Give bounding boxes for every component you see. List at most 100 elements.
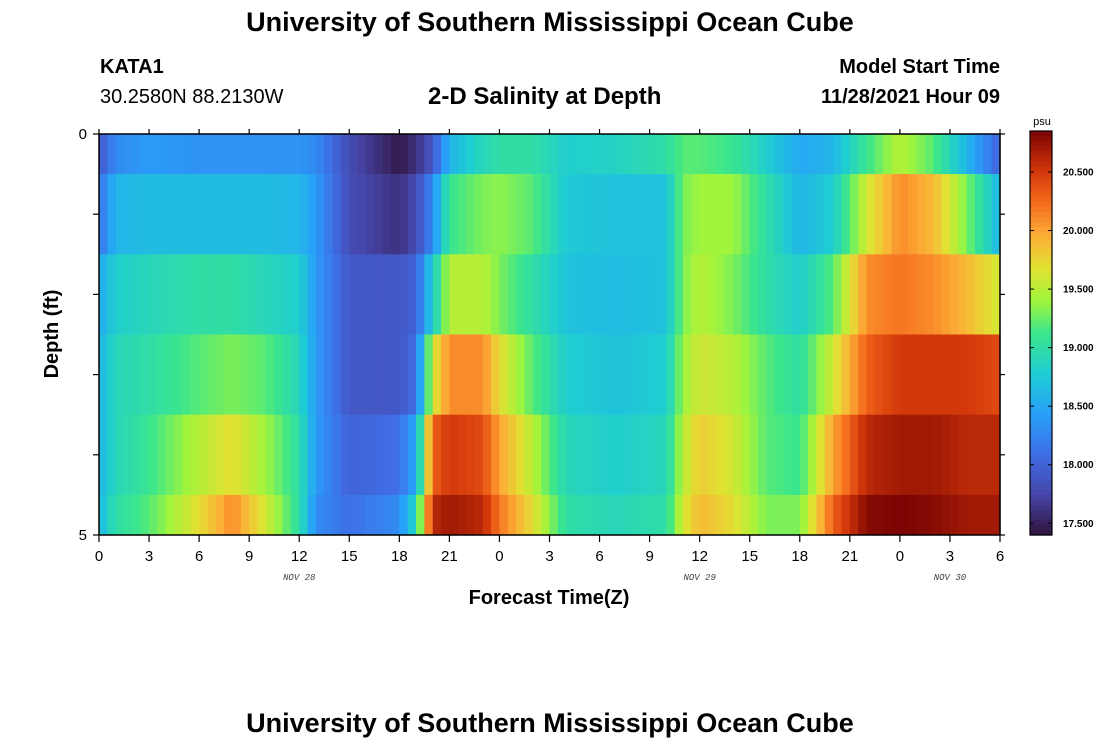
heatmap-cell — [733, 254, 742, 335]
heatmap-cell — [349, 494, 359, 536]
heatmap-cell — [499, 334, 509, 415]
heatmap-cell — [716, 494, 726, 536]
heatmap-cell — [99, 334, 108, 415]
heatmap-cell — [441, 174, 450, 255]
heatmap-cell — [908, 414, 918, 496]
heatmap-cell — [332, 334, 342, 415]
heatmap-cell — [708, 134, 717, 175]
heatmap-cell — [199, 254, 209, 335]
heatmap-cell — [99, 134, 108, 175]
heatmap-cell — [274, 254, 284, 335]
heatmap-cell — [224, 414, 234, 496]
heatmap-cell — [799, 414, 809, 496]
heatmap-cell — [140, 494, 150, 536]
heatmap-cell — [282, 414, 292, 496]
heatmap-cell — [582, 334, 592, 415]
heatmap-cell — [224, 494, 234, 536]
heatmap-cell — [257, 134, 267, 175]
heatmap-cell — [474, 254, 484, 335]
heatmap-cell — [207, 174, 217, 255]
heatmap-cell — [324, 174, 334, 255]
heatmap-cell — [374, 174, 384, 255]
heatmap-cell — [382, 334, 392, 415]
heatmap-cell — [424, 494, 434, 536]
heatmap-cell — [849, 414, 859, 496]
heatmap-cell — [399, 334, 409, 415]
heatmap-cell — [491, 414, 501, 496]
heatmap-cell — [432, 254, 442, 335]
heatmap-cell — [282, 254, 292, 335]
heatmap-cell — [457, 174, 467, 255]
heatmap-cell — [874, 494, 884, 536]
heatmap-cell — [632, 174, 642, 255]
heatmap-cell — [766, 334, 776, 415]
heatmap-cell — [824, 174, 834, 255]
heatmap-cell — [390, 494, 400, 536]
colorbar-swatch — [1030, 393, 1052, 400]
heatmap-cell — [165, 174, 175, 255]
heatmap-cell — [357, 254, 367, 335]
heatmap-cell — [641, 134, 651, 175]
heatmap-cell — [349, 414, 359, 496]
colorbar-swatch — [1030, 343, 1052, 349]
heatmap-cell — [624, 134, 634, 175]
heatmap-cell — [115, 414, 125, 496]
heatmap-cell — [474, 414, 484, 496]
heatmap-cell — [299, 494, 309, 536]
heatmap-cell — [190, 134, 200, 175]
heatmap-cell — [724, 334, 734, 415]
heatmap-cell — [574, 174, 584, 255]
heatmap-cell — [340, 134, 350, 175]
heatmap-cell — [649, 494, 659, 536]
heatmap-cell — [290, 174, 300, 255]
heatmap-cell — [299, 134, 309, 175]
heatmap-cell — [332, 494, 342, 536]
colorbar-swatch — [1030, 353, 1052, 359]
heatmap-cell — [174, 174, 184, 255]
heatmap-cell — [974, 134, 984, 175]
heatmap-cell — [215, 254, 225, 335]
heatmap-cell — [808, 494, 818, 536]
heatmap-cell — [140, 134, 150, 175]
heatmap-cell — [607, 134, 617, 175]
heatmap-cell — [841, 334, 851, 415]
heatmap-cell — [240, 134, 250, 175]
heatmap-cell — [441, 254, 450, 335]
colorbar-tick-label: 19.000 — [1063, 343, 1094, 354]
heatmap-cell — [682, 254, 692, 335]
x-tick-label: 0 — [896, 548, 904, 565]
colorbar-swatch — [1030, 297, 1052, 304]
heatmap-cell — [657, 494, 667, 536]
heatmap-cell — [457, 494, 467, 536]
heatmap-cell — [824, 134, 834, 175]
heatmap-cell — [115, 494, 125, 536]
heatmap-cell — [149, 334, 158, 415]
heatmap-cell — [699, 414, 709, 496]
heatmap-cell — [399, 494, 409, 536]
model-start-value: 11/28/2021 Hour 09 — [820, 86, 1000, 108]
heatmap-cell — [365, 334, 375, 415]
x-axis-title: Forecast Time(Z) — [469, 587, 630, 609]
heatmap-cell — [257, 494, 267, 536]
heatmap-cell — [858, 494, 868, 536]
heatmap-cell — [657, 174, 667, 255]
heatmap-cell — [724, 414, 734, 496]
colorbar-swatch — [1030, 474, 1052, 481]
heatmap-cell — [933, 134, 943, 175]
heatmap-cell — [215, 334, 225, 415]
colorbar-swatch — [1030, 479, 1052, 486]
heatmap-cell — [274, 494, 284, 536]
heatmap-cell — [466, 494, 476, 536]
heatmap-cell — [182, 174, 192, 255]
heatmap-cell — [390, 134, 400, 175]
y-axis-title: Depth (ft) — [41, 290, 63, 379]
heatmap-cell — [624, 174, 634, 255]
heatmap-cell — [140, 414, 150, 496]
colorbar-swatch — [1030, 434, 1052, 440]
heatmap-cell — [340, 174, 350, 255]
heatmap-cell — [783, 174, 793, 255]
heatmap-cell — [165, 134, 175, 175]
heatmap-cell — [240, 494, 250, 536]
colorbar-swatch — [1030, 408, 1052, 415]
heatmap-cell — [516, 494, 526, 536]
